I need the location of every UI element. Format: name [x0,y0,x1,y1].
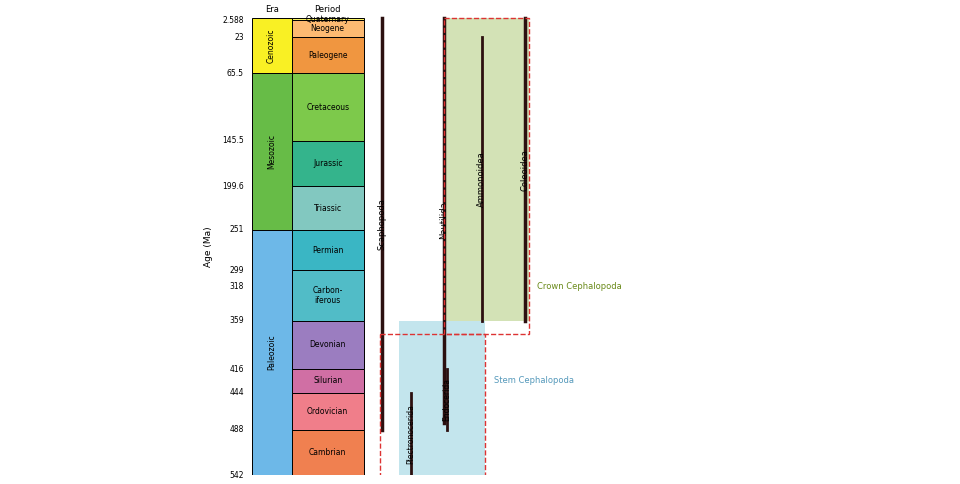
Text: Paleozoic: Paleozoic [267,335,276,370]
Text: Cambrian: Cambrian [309,448,347,457]
Bar [252,73,292,230]
Text: Jurassic: Jurassic [313,159,343,168]
Text: Paleogene: Paleogene [308,51,348,60]
Bar [292,20,364,37]
Text: Cretaceous: Cretaceous [306,103,349,111]
Bar [399,321,485,475]
Text: 2.588: 2.588 [223,15,244,25]
Text: 299: 299 [229,266,244,275]
Text: Ordovician: Ordovician [307,407,348,416]
Text: Crown Cephalopoda: Crown Cephalopoda [537,282,622,291]
Text: Endocerida: Endocerida [443,378,451,421]
Bar [292,73,364,141]
Text: Carbon-
iferous: Carbon- iferous [313,286,343,305]
Text: Age (Ma): Age (Ma) [204,227,213,267]
Text: Nautilida: Nautilida [440,202,448,240]
Bar [292,393,364,430]
Bar [292,141,364,186]
Text: 488: 488 [229,425,244,434]
Bar [380,334,485,484]
Text: 199.6: 199.6 [222,182,244,191]
Text: Permian: Permian [312,245,344,255]
Bar [292,230,364,270]
Text: 65.5: 65.5 [227,69,244,78]
Text: 145.5: 145.5 [222,136,244,145]
Text: Mesozoic: Mesozoic [267,134,276,169]
Text: Ammonoidea: Ammonoidea [477,151,487,207]
Bar [252,230,292,475]
Bar [252,18,292,73]
Bar [292,37,364,73]
Bar [292,321,364,369]
Text: Devonian: Devonian [309,340,346,349]
Text: 318: 318 [229,282,244,291]
Bar [292,186,364,230]
Text: 359: 359 [229,317,244,325]
Text: 542: 542 [229,471,244,480]
Text: Plectronocerida: Plectronocerida [406,404,415,464]
Text: 23: 23 [234,33,244,42]
Bar [292,430,364,475]
Text: Quaternary: Quaternary [306,15,349,24]
Text: Triassic: Triassic [314,204,342,212]
Text: Neogene: Neogene [311,24,345,33]
Text: Scaphopoda: Scaphopoda [377,198,387,250]
Bar [292,369,364,393]
Bar [444,18,530,321]
Text: Era: Era [265,5,278,14]
Text: Coleoidea: Coleoidea [520,149,529,191]
Text: Silurian: Silurian [313,377,343,385]
Text: Stem Cephalopoda: Stem Cephalopoda [494,377,574,385]
Text: Period: Period [315,5,341,14]
Bar [292,270,364,321]
Bar [292,18,364,20]
Text: 251: 251 [229,225,244,234]
Text: 416: 416 [229,364,244,374]
Text: Cenozoic: Cenozoic [267,29,276,63]
Bar [444,18,530,334]
Text: 444: 444 [229,388,244,397]
